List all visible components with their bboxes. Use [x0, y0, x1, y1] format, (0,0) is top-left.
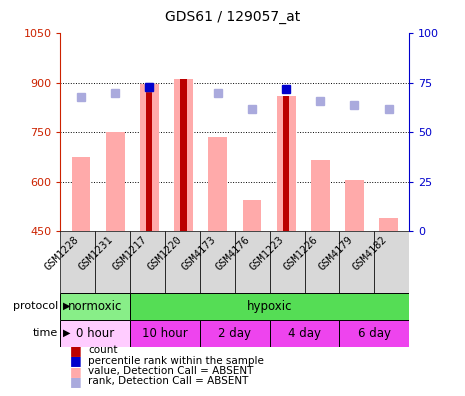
Bar: [95, 231, 130, 293]
Bar: [146, 84, 153, 231]
Text: ■: ■: [70, 344, 81, 357]
Bar: [235, 231, 270, 293]
Text: GSM1223: GSM1223: [248, 234, 286, 272]
Text: value, Detection Call = ABSENT: value, Detection Call = ABSENT: [88, 366, 254, 376]
Bar: [174, 80, 193, 231]
Bar: [283, 96, 289, 231]
Text: GSM4173: GSM4173: [179, 234, 218, 272]
Text: GSM4182: GSM4182: [351, 234, 389, 272]
Bar: [339, 320, 409, 346]
Text: GSM1228: GSM1228: [43, 234, 81, 272]
Text: ■: ■: [70, 354, 81, 367]
Text: 6 day: 6 day: [358, 327, 391, 339]
Text: GSM1217: GSM1217: [111, 234, 149, 272]
Text: ■: ■: [70, 365, 81, 377]
Bar: [106, 132, 125, 231]
Text: hypoxic: hypoxic: [247, 300, 292, 312]
Text: GSM4179: GSM4179: [317, 234, 354, 272]
Text: protocol: protocol: [13, 301, 58, 311]
Bar: [130, 320, 200, 346]
Bar: [140, 84, 159, 231]
Bar: [270, 320, 339, 346]
Bar: [130, 293, 409, 320]
Bar: [339, 231, 374, 293]
Bar: [200, 231, 235, 293]
Text: 2 day: 2 day: [219, 327, 251, 339]
Bar: [277, 96, 296, 231]
Bar: [345, 180, 364, 231]
Text: GSM4176: GSM4176: [214, 234, 252, 272]
Text: normoxic: normoxic: [68, 300, 122, 312]
Bar: [60, 231, 95, 293]
Text: ■: ■: [70, 375, 81, 388]
Bar: [130, 231, 165, 293]
Bar: [200, 320, 270, 346]
Text: time: time: [33, 328, 58, 338]
Bar: [270, 231, 305, 293]
Text: percentile rank within the sample: percentile rank within the sample: [88, 356, 264, 366]
Text: ▶: ▶: [63, 328, 70, 338]
Text: GSM1220: GSM1220: [146, 234, 184, 272]
Bar: [305, 231, 339, 293]
Bar: [180, 80, 186, 231]
Bar: [208, 137, 227, 231]
Bar: [311, 160, 330, 231]
Bar: [60, 320, 130, 346]
Text: GSM1226: GSM1226: [282, 234, 320, 272]
Bar: [60, 293, 130, 320]
Text: 10 hour: 10 hour: [142, 327, 188, 339]
Bar: [72, 157, 90, 231]
Bar: [374, 231, 409, 293]
Text: count: count: [88, 345, 118, 356]
Text: rank, Detection Call = ABSENT: rank, Detection Call = ABSENT: [88, 376, 249, 386]
Text: 0 hour: 0 hour: [76, 327, 114, 339]
Text: 4 day: 4 day: [288, 327, 321, 339]
Text: ▶: ▶: [63, 301, 70, 311]
Text: GDS61 / 129057_at: GDS61 / 129057_at: [165, 10, 300, 24]
Bar: [165, 231, 200, 293]
Bar: [243, 200, 261, 231]
Bar: [379, 218, 398, 231]
Text: GSM1231: GSM1231: [77, 234, 115, 272]
